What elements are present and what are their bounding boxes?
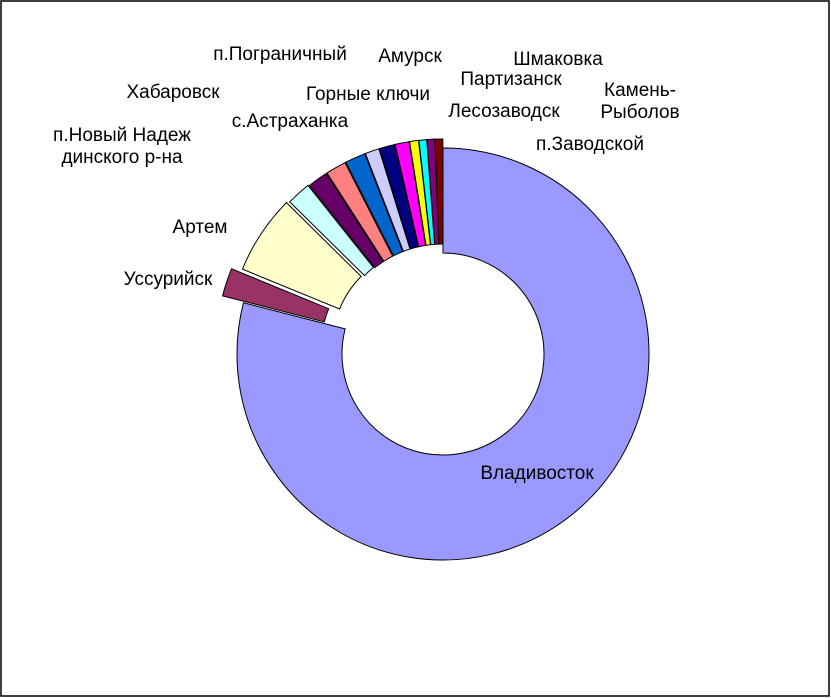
slice-label: Партизанск [460,69,562,90]
slice-label: Артем [172,217,228,238]
donut-slice [236,147,650,561]
donut-slice [326,161,394,262]
slice-label: с.Астраханка [231,111,349,132]
slice-label: п.Пограничный [213,44,347,65]
donut-slice [394,141,427,248]
donut-slice [308,172,384,269]
donut-slice [378,143,419,250]
donut-slice [434,138,444,245]
slice-label: Шмаковка [513,49,603,70]
slice-label: Владивосток [480,463,594,484]
slice-label: Уссурийск [123,269,213,290]
donut-slice [289,184,375,277]
slice-label: Лесозаводск [448,101,560,122]
slice-label: Горные ключи [305,84,431,105]
slice-label: Камень-Рыболов [600,80,680,123]
donut-slice [241,201,362,310]
donut-slice [345,153,404,257]
slice-label: п.Новый Надеждинского р-на [53,125,191,168]
slice-label: Амурск [378,46,442,67]
slice-label: п.Заводской [536,134,644,155]
slice-label: Хабаровск [126,82,220,103]
donut-slice [364,148,411,253]
donut-slice [221,268,330,323]
